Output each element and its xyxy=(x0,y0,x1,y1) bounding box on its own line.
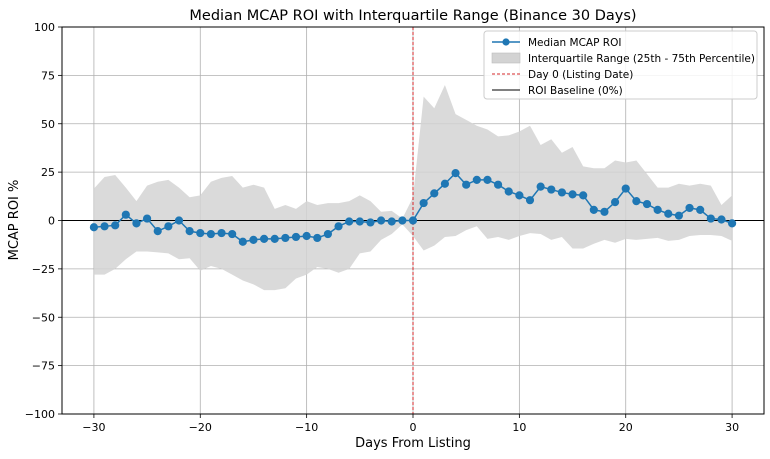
median-point xyxy=(493,180,503,189)
median-point xyxy=(89,223,99,232)
median-point xyxy=(557,188,567,197)
median-point xyxy=(398,216,407,225)
median-point xyxy=(185,227,194,236)
median-point xyxy=(291,232,301,242)
median-point xyxy=(430,189,439,198)
median-point xyxy=(706,214,715,223)
median-point xyxy=(270,234,279,243)
y-tick-label: 75 xyxy=(41,69,55,82)
median-point xyxy=(462,180,471,189)
y-tick-label: 25 xyxy=(41,166,55,179)
median-point xyxy=(313,233,322,243)
median-point xyxy=(589,205,598,214)
median-point xyxy=(302,231,311,241)
median-point xyxy=(664,209,673,218)
median-point xyxy=(536,182,545,191)
y-tick-label: −25 xyxy=(32,263,55,276)
median-point xyxy=(525,196,535,205)
median-point xyxy=(547,185,556,194)
median-point xyxy=(355,217,364,226)
median-point xyxy=(206,229,216,239)
median-point xyxy=(366,218,375,227)
median-point xyxy=(579,191,588,200)
y-tick-label: 50 xyxy=(41,118,55,131)
y-tick-label: 100 xyxy=(34,21,55,34)
median-point xyxy=(451,168,460,178)
median-point xyxy=(408,216,418,225)
median-point xyxy=(259,234,269,243)
median-line-layer xyxy=(89,168,737,246)
chart-title: Median MCAP ROI with Interquartile Range… xyxy=(189,8,636,24)
x-tick-label: −30 xyxy=(82,421,105,434)
median-point xyxy=(121,210,130,219)
median-point xyxy=(685,203,694,213)
median-point xyxy=(472,175,481,184)
median-point xyxy=(196,228,205,238)
median-point xyxy=(387,217,396,226)
y-tick-label: −50 xyxy=(32,311,55,324)
median-point xyxy=(281,233,290,243)
median-point xyxy=(238,237,247,246)
median-point xyxy=(483,175,492,184)
median-point xyxy=(345,217,354,226)
median-point xyxy=(653,205,662,214)
median-point xyxy=(100,222,109,231)
x-tick-label: 30 xyxy=(725,421,739,434)
median-point xyxy=(142,214,152,223)
median-point xyxy=(334,222,343,231)
median-point xyxy=(153,227,162,236)
legend-box xyxy=(483,30,758,100)
median-point xyxy=(132,219,141,228)
y-axis-label: MCAP ROI % xyxy=(7,180,22,261)
legend-median-marker xyxy=(502,38,510,46)
legend-iqr-swatch xyxy=(491,52,521,64)
median-point xyxy=(440,179,450,188)
median-point xyxy=(696,205,705,214)
legend-day0-label: Day 0 (Listing Date) xyxy=(528,69,633,81)
median-point xyxy=(419,198,428,208)
x-tick-label: −20 xyxy=(189,421,212,434)
median-point xyxy=(621,184,630,193)
median-point xyxy=(568,190,577,199)
median-point xyxy=(600,207,609,216)
median-point xyxy=(111,221,120,230)
median-point xyxy=(610,198,620,207)
median-point xyxy=(515,191,524,200)
y-tick-label: −75 xyxy=(32,360,55,373)
y-tick-label: 0 xyxy=(48,215,55,228)
median-point xyxy=(323,229,333,239)
legend-baseline-label: ROI Baseline (0%) xyxy=(528,85,623,97)
median-point xyxy=(217,228,226,238)
median-point xyxy=(174,216,184,225)
median-point xyxy=(632,197,641,206)
legend-median-label: Median MCAP ROI xyxy=(528,37,621,49)
median-point xyxy=(717,215,726,224)
median-point xyxy=(249,235,258,244)
x-axis-label: Days From Listing xyxy=(355,436,471,451)
median-point xyxy=(164,222,173,231)
x-tick-label: −10 xyxy=(295,421,318,434)
median-point xyxy=(674,211,684,220)
median-point xyxy=(376,216,386,225)
y-tick-label: −100 xyxy=(25,408,55,421)
legend-iqr-label: Interquartile Range (25th - 75th Percent… xyxy=(528,53,755,65)
legend: Median MCAP ROI Interquartile Range (25th… xyxy=(483,30,758,100)
median-point xyxy=(504,187,513,196)
median-point xyxy=(228,229,237,239)
median-point xyxy=(642,199,652,209)
median-point xyxy=(727,219,737,228)
x-tick-label: 20 xyxy=(619,421,633,434)
x-tick-label: 0 xyxy=(410,421,417,434)
x-tick-label: 10 xyxy=(512,421,526,434)
